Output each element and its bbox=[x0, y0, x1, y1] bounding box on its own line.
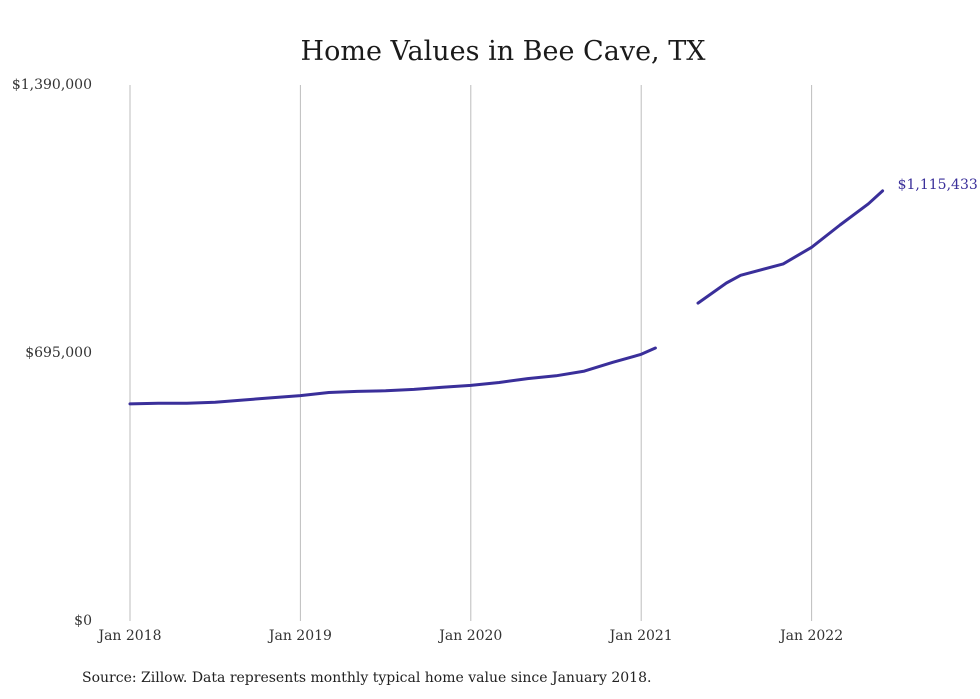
chart-title: Home Values in Bee Cave, TX bbox=[301, 36, 707, 67]
y-tick-label: $1,390,000 bbox=[12, 77, 92, 93]
x-axis-tick-labels: Jan 2018 Jan 2019 Jan 2020 Jan 2021 Jan 2022 bbox=[96, 628, 843, 644]
x-tick-label: Jan 2020 bbox=[437, 628, 502, 644]
x-tick-label: Jan 2021 bbox=[608, 628, 673, 644]
series-line-segment bbox=[696, 189, 885, 305]
y-tick-label: $0 bbox=[74, 613, 92, 629]
x-tick-label: Jan 2018 bbox=[96, 628, 161, 644]
y-axis-tick-labels: $0 $695,000 $1,390,000 bbox=[12, 77, 92, 629]
x-tick-label: Jan 2022 bbox=[778, 628, 843, 644]
y-tick-label: $695,000 bbox=[25, 345, 92, 361]
x-tick-label: Jan 2019 bbox=[267, 628, 332, 644]
source-note: Source: Zillow. Data represents monthly … bbox=[82, 670, 651, 686]
end-value-label: $1,115,433 bbox=[898, 177, 978, 193]
series-line-layer bbox=[128, 189, 885, 406]
series-line-segment bbox=[128, 346, 657, 406]
grid-layer bbox=[129, 85, 813, 621]
